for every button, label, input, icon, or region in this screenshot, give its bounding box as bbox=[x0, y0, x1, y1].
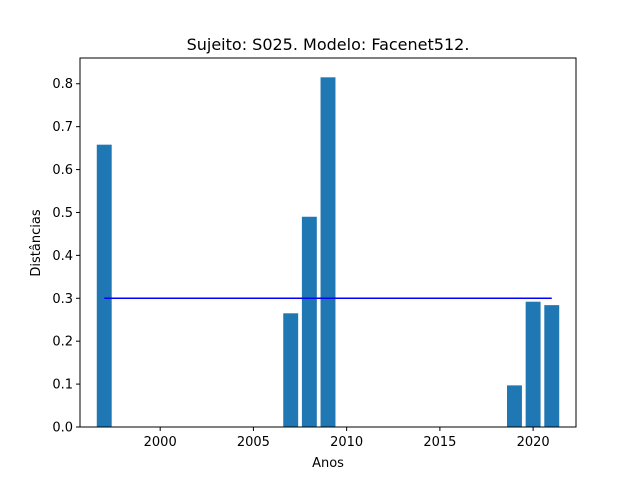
y-tick-label-0.6: 0.6 bbox=[52, 163, 73, 178]
bar-2020 bbox=[525, 301, 541, 427]
axes: 2000 2005 2010 2015 2020 0.0 0.1 0.2 0.3 0.4 0.5 0.… bbox=[52, 57, 577, 450]
x-tick-label-2010: 2010 bbox=[330, 435, 363, 450]
bar-2021 bbox=[544, 305, 560, 427]
plot-frame bbox=[79, 57, 577, 428]
y-axis-label: Distâncias bbox=[29, 209, 44, 276]
y-tick-label-0.4: 0.4 bbox=[52, 249, 73, 264]
y-tick-label-0.0: 0.0 bbox=[52, 421, 73, 436]
bar-2019 bbox=[507, 385, 522, 427]
bar-2009 bbox=[320, 77, 336, 427]
x-tick-label-2000: 2000 bbox=[144, 435, 177, 450]
y-tick-label-0.7: 0.7 bbox=[52, 120, 73, 135]
y-tick-label-0.2: 0.2 bbox=[52, 335, 73, 350]
plot-area bbox=[96, 77, 560, 427]
y-tick-label-0.1: 0.1 bbox=[52, 378, 73, 393]
x-axis-label: Anos bbox=[312, 456, 344, 471]
chart-title: Sujeito: S025. Modelo: Facenet512. bbox=[187, 35, 470, 54]
x-tick-label-2015: 2015 bbox=[423, 435, 456, 450]
x-tick-label-2020: 2020 bbox=[517, 435, 550, 450]
x-tick-label-2005: 2005 bbox=[237, 435, 270, 450]
y-tick-label-0.3: 0.3 bbox=[52, 292, 73, 307]
bar-2007 bbox=[283, 313, 299, 427]
y-tick-label-0.8: 0.8 bbox=[52, 77, 73, 92]
bar-1997 bbox=[96, 144, 112, 427]
y-tick-label-0.5: 0.5 bbox=[52, 206, 73, 221]
bar-2008 bbox=[301, 216, 317, 427]
